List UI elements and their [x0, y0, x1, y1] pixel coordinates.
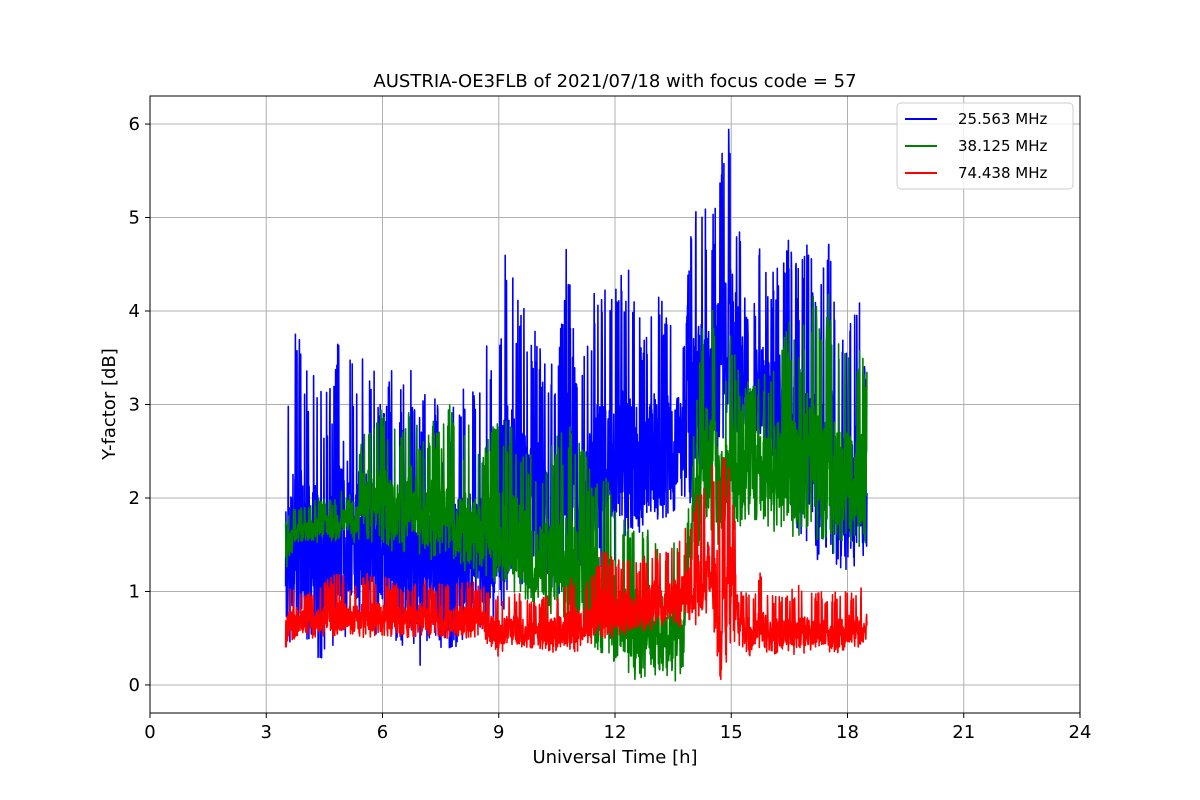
plot-area — [284, 128, 868, 682]
y-axis-label: Y-factor [dB] — [99, 348, 120, 461]
y-tick-label: 6 — [129, 114, 140, 135]
x-tick-label: 12 — [604, 722, 627, 743]
x-tick-label: 9 — [493, 722, 504, 743]
x-tick-label: 3 — [261, 722, 272, 743]
x-tick-label: 18 — [836, 722, 859, 743]
y-tick-label: 3 — [129, 395, 140, 416]
series-line — [284, 457, 868, 681]
x-tick-label: 24 — [1069, 722, 1092, 743]
x-tick-label: 6 — [377, 722, 388, 743]
legend-box — [896, 102, 1074, 190]
legend-label: 38.125 MHz — [958, 137, 1047, 155]
series-2 — [284, 457, 868, 681]
chart-title: AUSTRIA-OE3FLB of 2021/07/18 with focus … — [373, 71, 856, 92]
legend-label: 25.563 MHz — [958, 110, 1047, 128]
y-tick-label: 5 — [129, 208, 140, 229]
legend-label: 74.438 MHz — [958, 164, 1047, 182]
x-tick-label: 15 — [720, 722, 743, 743]
y-tick-label: 2 — [129, 488, 140, 509]
y-tick-label: 1 — [129, 581, 140, 602]
x-axis-label: Universal Time [h] — [532, 747, 697, 768]
x-tick-label: 0 — [144, 722, 155, 743]
y-tick-label: 0 — [129, 675, 140, 696]
legend: 25.563 MHz 38.125 MHz 74.438 MHz — [896, 102, 1074, 190]
y-tick-label: 4 — [129, 301, 140, 322]
x-tick-label: 21 — [952, 722, 975, 743]
